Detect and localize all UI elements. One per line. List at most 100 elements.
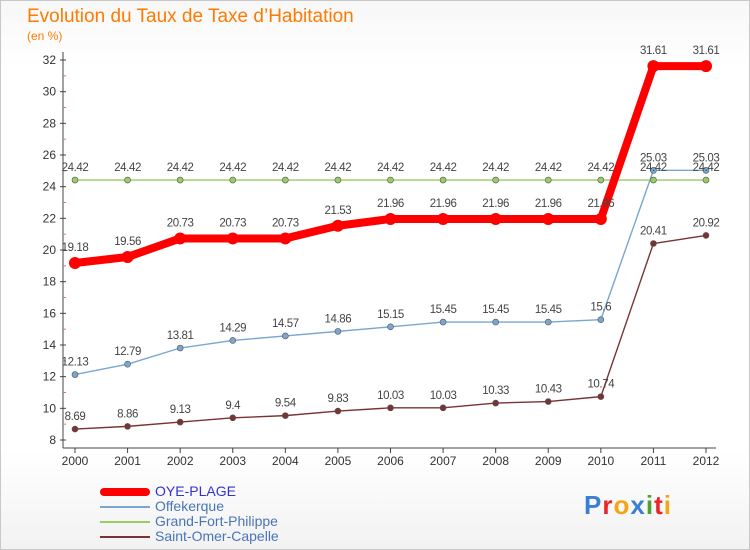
data-label-grand-fort-philippe: 24.42 (587, 162, 614, 174)
data-point-saint-omer-capelle (282, 412, 289, 419)
data-point-oye-plage (437, 212, 450, 225)
y-tick-label: 14 (43, 338, 57, 352)
data-label-grand-fort-philippe: 24.42 (272, 162, 299, 174)
data-point-grand-fort-philippe (702, 176, 710, 184)
data-label-oye-plage: 21.53 (325, 205, 352, 217)
data-label-grand-fort-philippe: 24.42 (114, 162, 141, 174)
data-point-offekerque (282, 332, 289, 340)
y-tick-label: 24 (43, 180, 57, 194)
legend-label: Grand-Fort-Philippe (155, 513, 278, 529)
x-tick-label: 2008 (482, 454, 509, 468)
data-point-grand-fort-philippe (176, 176, 184, 184)
data-label-saint-omer-capelle: 9.4 (225, 400, 241, 412)
data-point-oye-plage (542, 212, 555, 225)
data-point-offekerque (439, 318, 447, 326)
x-tick-label: 2001 (114, 454, 141, 468)
data-point-offekerque (229, 337, 237, 344)
data-label-grand-fort-philippe: 24.42 (377, 162, 404, 174)
data-point-oye-plage (226, 232, 239, 245)
legend-label: Offekerque (155, 498, 225, 514)
x-tick-label: 2010 (587, 454, 614, 468)
x-tick-label: 2003 (219, 454, 246, 468)
data-point-offekerque (71, 371, 79, 378)
logo-letter: i (645, 490, 655, 520)
x-tick-label: 2000 (62, 454, 89, 468)
data-label-oye-plage: 21.96 (430, 198, 457, 210)
data-label-saint-omer-capelle: 10.03 (430, 390, 457, 402)
legend-swatch (100, 488, 150, 496)
data-point-offekerque (492, 318, 499, 326)
data-point-oye-plage (489, 212, 502, 225)
legend-label: Saint-Omer-Capelle (155, 528, 279, 544)
data-label-grand-fort-philippe: 24.42 (430, 162, 457, 174)
data-label-oye-plage: 21.96 (377, 198, 404, 210)
y-tick-label: 20 (43, 243, 57, 257)
data-point-saint-omer-capelle (334, 407, 342, 415)
chart-title: Evolution du Taux de Taxe d’Habitation (27, 6, 354, 27)
data-point-offekerque (544, 318, 552, 326)
data-point-saint-omer-capelle (544, 398, 552, 405)
data-label-oye-plage: 21.96 (535, 198, 562, 210)
data-point-offekerque (124, 360, 131, 368)
data-label-oye-plage: 20.73 (272, 217, 299, 229)
data-point-oye-plage (69, 256, 81, 269)
data-point-offekerque (334, 328, 342, 335)
data-point-saint-omer-capelle (439, 404, 447, 412)
legend-swatch (100, 506, 150, 508)
data-point-grand-fort-philippe (124, 176, 131, 184)
chart-unit: (en %) (27, 29, 63, 43)
data-point-offekerque (597, 316, 605, 323)
y-tick-label: 16 (43, 306, 57, 320)
data-point-saint-omer-capelle (387, 404, 394, 412)
data-label-grand-fort-philippe: 24.42 (640, 162, 667, 174)
data-point-saint-omer-capelle (176, 418, 184, 426)
data-label-offekerque: 25.03 (693, 152, 720, 164)
y-tick-label: 30 (43, 85, 57, 99)
data-point-oye-plage (279, 232, 292, 245)
data-label-oye-plage: 31.61 (640, 45, 667, 57)
x-tick-label: 2009 (535, 454, 562, 468)
data-point-offekerque (702, 167, 710, 174)
data-point-grand-fort-philippe (334, 176, 342, 184)
data-point-oye-plage (700, 60, 712, 73)
y-tick-label: 32 (43, 53, 57, 67)
data-point-offekerque (176, 344, 184, 352)
data-label-offekerque: 12.79 (114, 346, 141, 358)
data-point-grand-fort-philippe (229, 176, 237, 184)
data-point-oye-plage (647, 60, 660, 73)
data-label-offekerque: 13.81 (167, 330, 194, 342)
y-tick-label: 28 (43, 116, 57, 130)
y-tick-label: 10 (43, 401, 57, 415)
data-label-offekerque: 15.45 (430, 304, 457, 316)
y-tick-label: 8 (49, 433, 56, 447)
y-tick-label: 12 (43, 370, 57, 384)
series-lines (69, 60, 712, 433)
data-label-saint-omer-capelle: 9.13 (170, 404, 191, 416)
data-point-oye-plage (121, 250, 134, 263)
data-point-grand-fort-philippe (71, 176, 79, 184)
data-label-grand-fort-philippe: 24.42 (482, 162, 509, 174)
data-point-oye-plage (331, 219, 344, 232)
data-label-offekerque: 14.57 (272, 318, 299, 330)
data-label-offekerque: 15.6 (590, 302, 611, 314)
legend-swatch (100, 521, 150, 523)
data-point-grand-fort-philippe (282, 176, 289, 184)
data-label-oye-plage: 21.96 (587, 198, 614, 210)
data-label-oye-plage: 20.73 (167, 217, 194, 229)
data-label-saint-omer-capelle: 10.03 (377, 390, 404, 402)
logo-letter: t (654, 490, 664, 520)
data-label-grand-fort-philippe: 24.42 (62, 162, 89, 174)
axes: 8 10 12 14 16 18 20 22 24 26 28 30 32 2000 2001 2002 200… (43, 52, 720, 468)
data-label-grand-fort-philippe: 24.42 (325, 162, 352, 174)
data-point-saint-omer-capelle (229, 414, 237, 422)
data-label-saint-omer-capelle: 20.92 (693, 217, 720, 229)
x-tick-label: 2005 (325, 454, 352, 468)
data-label-saint-omer-capelle: 8.69 (65, 411, 86, 423)
x-tick-label: 2002 (167, 454, 194, 468)
data-point-grand-fort-philippe (597, 176, 605, 184)
data-point-saint-omer-capelle (650, 240, 657, 247)
data-label-offekerque: 14.29 (219, 322, 246, 334)
data-point-saint-omer-capelle (71, 425, 79, 433)
data-label-grand-fort-philippe: 24.42 (693, 162, 720, 174)
